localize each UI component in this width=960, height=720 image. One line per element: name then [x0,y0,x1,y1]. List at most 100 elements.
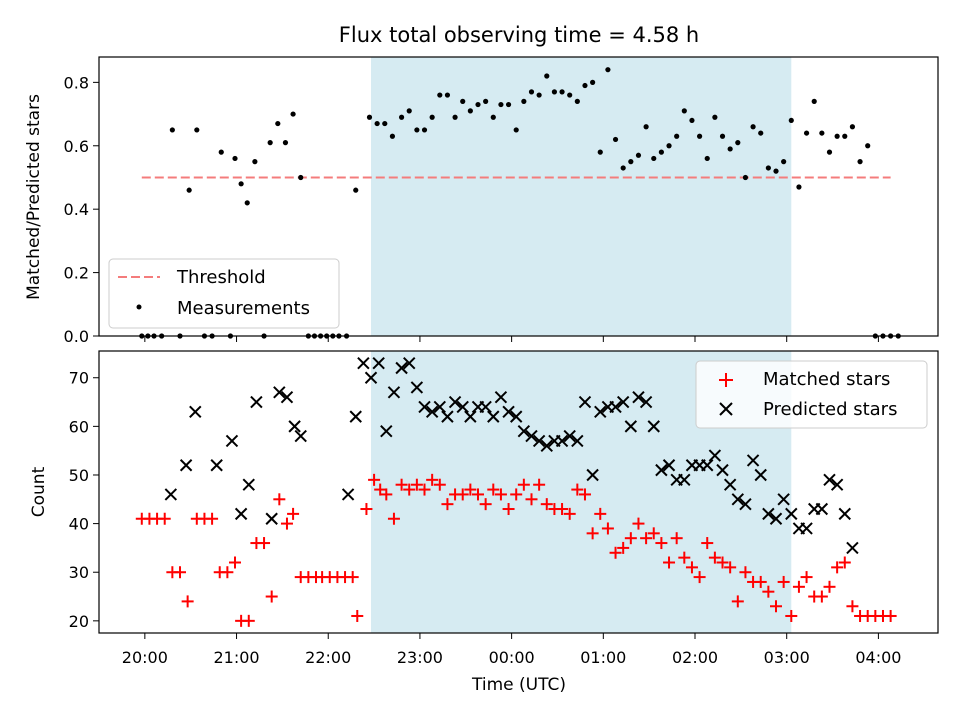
predicted-star-point [441,410,454,423]
predicted-star-point [210,459,223,472]
measurement-point [704,155,710,162]
legend-measurements-swatch [136,304,142,310]
bottom-y-tick-label: 30 [69,563,89,582]
matched-star-point [617,541,630,554]
measurement-point [218,149,224,155]
predicted-star-point [594,405,607,418]
matched-star-point [670,532,683,545]
matched-star-point [731,595,744,608]
matched-star-point [770,600,783,613]
matched-star-point [403,483,416,496]
measurement-point [483,98,489,104]
measurement-point [635,152,642,158]
measurement-point [238,181,244,187]
predicted-star-point [678,473,691,487]
matched-star-point [387,512,400,525]
predicted-star-point [418,400,431,414]
matched-star-point [472,488,485,501]
matched-star-point [273,493,286,506]
predicted-star-point [380,425,393,438]
measurement-point [421,127,428,133]
measurement-point [727,146,733,152]
bottom-legend-box [695,360,928,429]
legend-matched-swatch [719,373,733,387]
matched-star-point [571,483,584,496]
bottom-y-tick-label: 50 [69,466,89,485]
matched-star-point [433,478,446,491]
measurement-point [559,89,565,95]
measurement-point [244,200,250,206]
matched-star-point [815,590,828,603]
matched-star-point [242,614,255,627]
matched-star-point [693,571,706,584]
measurement-point [290,111,296,117]
matched-star-point [678,551,691,564]
measurement-point [353,187,359,193]
matched-star-point [380,488,393,501]
measurement-point [467,108,473,114]
measurement-point [298,174,304,181]
measurement-point [681,108,687,114]
measurement-point [612,136,619,143]
matched-star-point [456,488,469,501]
predicted-star-point [265,512,278,525]
x-tick-label: 02:00 [672,648,718,667]
measurement-point [857,159,863,165]
predicted-star-point [800,522,813,535]
matched-star-point [265,590,278,603]
predicted-star-point [525,429,538,443]
measurement-point [567,92,573,98]
measurement-point [849,124,856,130]
measurement-point [169,127,175,133]
predicted-star-point [502,405,515,418]
matched-star-point [716,556,729,569]
measurement-point [505,101,512,108]
measurement-point [765,165,771,171]
matched-star-point [640,532,653,545]
predicted-star-point [540,439,553,453]
measurement-point [796,184,802,190]
matched-star-point [351,609,364,622]
matched-star-point [701,537,714,550]
measurement-point [834,133,840,139]
measurement-point [267,140,273,146]
matched-star-point [346,571,359,584]
top-panel: 0.00.20.40.60.8 Matched/Predicted stars … [24,56,939,346]
measurement-point [781,159,787,165]
matched-star-point [206,512,219,525]
measurement-point [186,187,192,193]
measurement-point [521,98,527,104]
measurement-point [389,133,396,139]
top-y-tick-label: 0.0 [64,327,89,346]
predicted-star-point [234,507,248,521]
top-plot-frame [98,56,939,337]
predicted-star-point [349,410,362,423]
measurement-point [252,159,258,165]
matched-star-point [229,556,242,569]
matched-star-point [586,527,599,540]
measurement-point [628,159,634,165]
measurement-point [406,108,412,114]
predicted-star-point [662,459,676,472]
predicted-star-point [571,434,584,448]
matched-star-point [792,580,805,593]
bottom-panel: 20:00 21:00 22:00 23:00 00:00 01:00 02:00 03:00… [29,350,939,695]
matched-star-point [287,507,300,520]
measurement-point [528,89,535,95]
measurement-point [742,174,749,181]
matched-star-point [609,546,622,559]
measurement-point [275,120,281,127]
measurement-point [719,133,726,139]
matched-star-point [158,512,171,525]
predicted-star-point [655,463,668,477]
measurement-point [382,120,388,127]
predicted-star-point [357,356,370,370]
measurement-point [773,168,779,174]
top-y-axis-label: Matched/Predicted stars [24,94,44,300]
measurement-point [712,114,718,120]
matched-star-point [624,532,637,545]
measurement-point [551,89,558,95]
measurement-point [819,130,825,136]
predicted-star-point [425,405,439,418]
